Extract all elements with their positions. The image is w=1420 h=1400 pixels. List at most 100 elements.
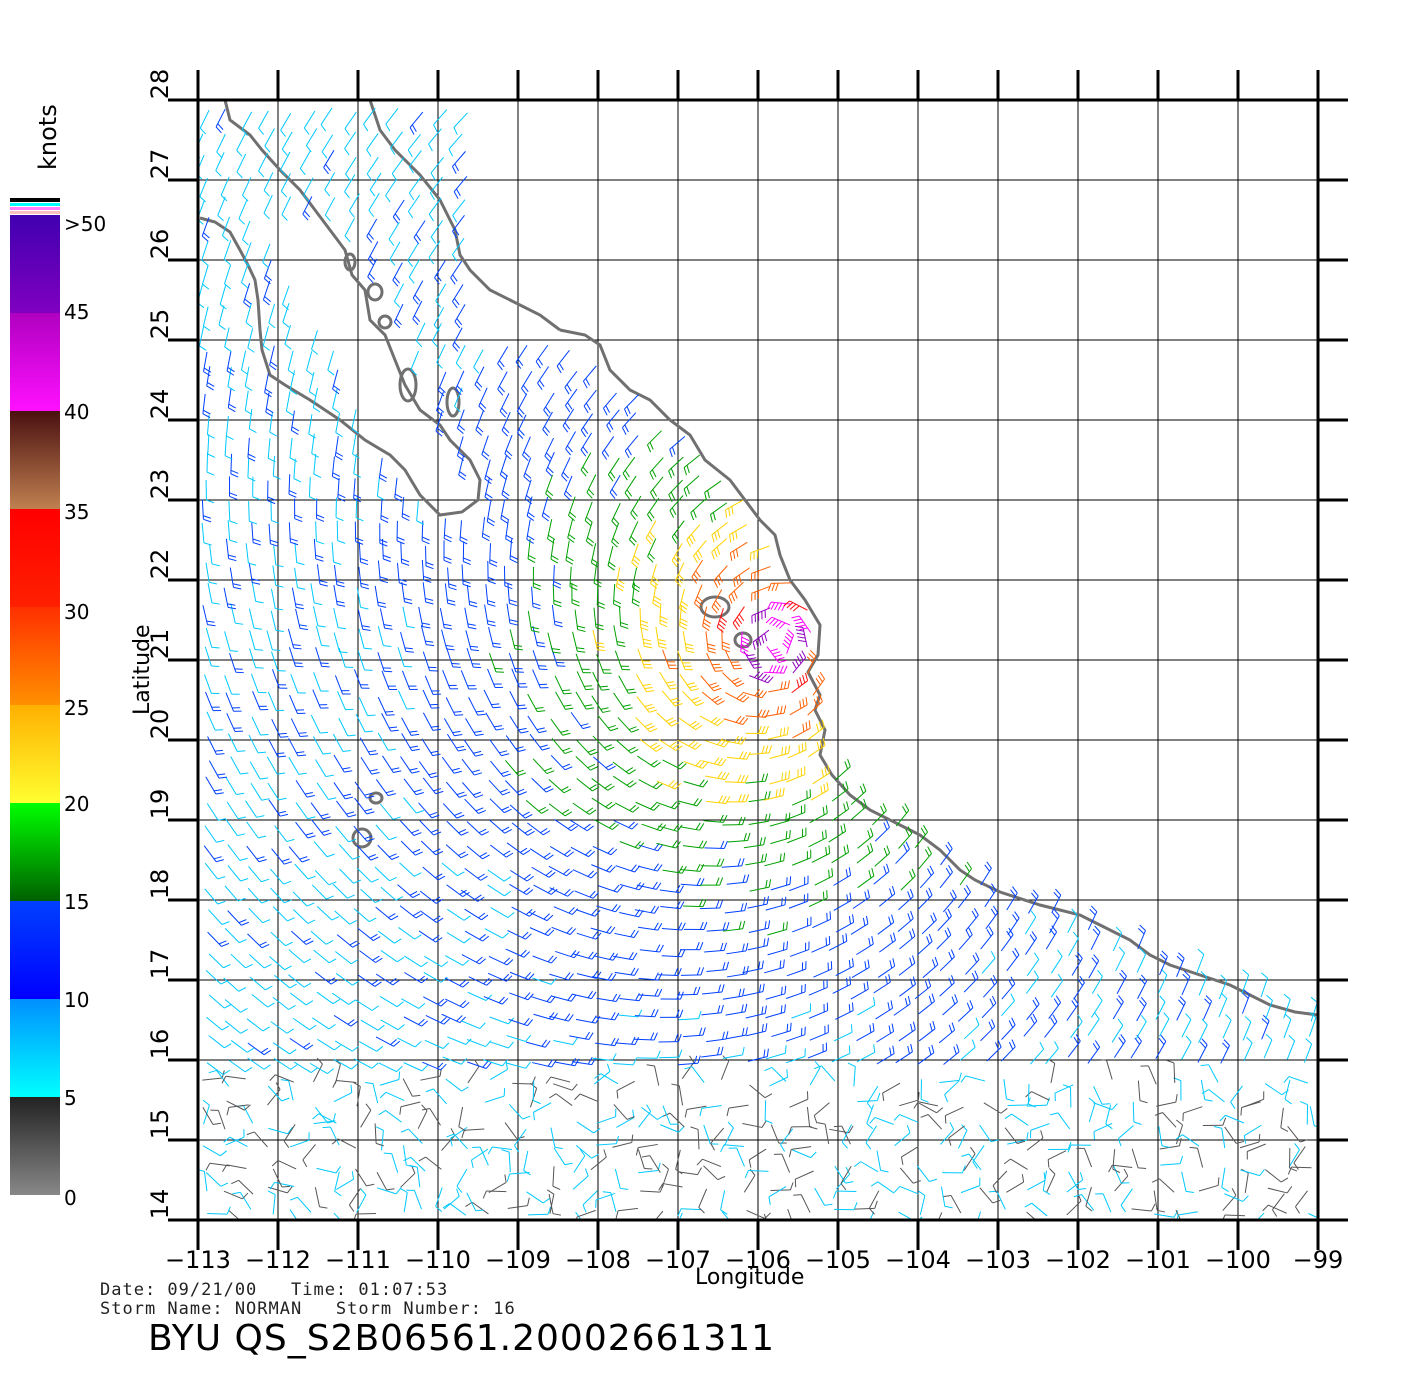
wind-barb-feather xyxy=(342,767,351,770)
wind-barb xyxy=(595,1192,616,1201)
wind-barb xyxy=(611,502,621,522)
wind-barb xyxy=(504,760,519,776)
wind-barb-feather xyxy=(703,622,711,628)
wind-barb xyxy=(866,1085,879,1104)
wind-barb-feather xyxy=(888,916,892,925)
wind-barb-feather xyxy=(198,1169,205,1172)
wind-barb xyxy=(425,1156,442,1170)
wind-barb xyxy=(274,825,288,842)
wind-barb-feather xyxy=(456,318,463,326)
baja-east-coastline xyxy=(368,99,561,332)
wind-barb-feather xyxy=(616,1090,619,1099)
wind-barb xyxy=(248,608,255,629)
wind-barb xyxy=(248,562,253,583)
wind-barb xyxy=(245,800,257,818)
wind-barb xyxy=(1286,1040,1296,1060)
wind-barb xyxy=(424,1039,444,1049)
wind-barb-feather xyxy=(586,825,594,832)
wind-barb-feather xyxy=(545,493,552,500)
wind-barb-feather xyxy=(418,975,426,982)
wind-barb-feather xyxy=(307,875,316,880)
wind-barb-feather xyxy=(647,514,653,522)
wind-barb-feather xyxy=(1118,946,1125,954)
wind-barb-feather xyxy=(720,1144,725,1153)
wind-barb-feather xyxy=(1261,972,1268,979)
wind-barb xyxy=(899,1186,919,1195)
wind-barb-feather xyxy=(690,512,695,521)
wind-barb-feather xyxy=(499,385,505,393)
wind-barb xyxy=(860,1161,879,1173)
wind-barb-feather xyxy=(394,493,403,499)
wind-barb xyxy=(767,929,787,936)
wind-barb xyxy=(1112,1149,1116,1170)
wind-barb xyxy=(746,1030,766,1037)
wind-barb-feather xyxy=(403,597,412,601)
wind-barb-feather xyxy=(269,431,278,437)
wind-barb-feather xyxy=(679,621,688,627)
wind-barb-feather xyxy=(925,890,931,898)
wind-barb-feather xyxy=(883,866,887,874)
wind-barb xyxy=(813,1102,830,1117)
wind-barb-feather xyxy=(1139,924,1146,931)
wind-barb-feather xyxy=(608,803,616,810)
wind-barb xyxy=(490,1068,508,1081)
wind-barb xyxy=(702,991,723,995)
wind-barb-feather xyxy=(443,556,452,561)
wind-barb xyxy=(1067,914,1078,933)
wind-barb xyxy=(809,1067,821,1086)
wind-barb xyxy=(533,1102,552,1113)
wind-barb-feather xyxy=(568,515,575,522)
wind-barb-feather xyxy=(217,900,226,905)
wind-barb xyxy=(297,1196,312,1213)
wind-barb-feather xyxy=(846,801,850,810)
wind-barb-feather xyxy=(722,648,731,653)
wind-barb-feather xyxy=(602,1191,611,1194)
wind-barb-feather xyxy=(622,473,628,481)
wind-barb-feather xyxy=(757,690,764,698)
wind-barb xyxy=(767,734,788,740)
wind-barb xyxy=(249,648,257,668)
wind-barb-feather xyxy=(610,1012,616,1020)
wind-barb-feather xyxy=(413,832,422,836)
wind-barb xyxy=(313,606,319,626)
wind-barb xyxy=(809,1032,829,1041)
wind-barb xyxy=(509,992,529,1001)
wind-barb-feather xyxy=(686,682,695,686)
wind-barb-feather xyxy=(237,897,246,902)
wind-barb-feather xyxy=(678,573,685,581)
wind-barb-feather xyxy=(284,861,293,865)
wind-barb-feather xyxy=(746,965,749,974)
wind-barb xyxy=(435,283,447,302)
wind-barb xyxy=(335,973,353,986)
wind-barb xyxy=(1243,1124,1262,1137)
wind-barb xyxy=(900,875,916,891)
wind-barb-feather xyxy=(444,534,452,539)
wind-barb-feather xyxy=(864,961,867,970)
wind-barb xyxy=(458,1106,464,1127)
wind-barb-feather xyxy=(691,576,698,584)
wind-barb-feather xyxy=(741,858,745,867)
wind-barb xyxy=(786,811,806,821)
wind-barb-feather xyxy=(774,654,783,658)
wind-barb-feather xyxy=(1242,969,1249,976)
wind-barb-feather xyxy=(779,728,782,737)
wind-barb xyxy=(295,608,301,629)
wind-barb-feather xyxy=(670,468,675,476)
wind-barb-feather xyxy=(776,706,780,715)
wind-barb xyxy=(549,1194,555,1214)
wind-barb-feather xyxy=(526,495,533,501)
wind-barb xyxy=(241,111,253,130)
wind-barb xyxy=(506,1035,526,1042)
wind-barb xyxy=(699,907,720,910)
wind-barb-feather xyxy=(798,639,807,643)
wind-barb-feather xyxy=(607,474,614,482)
wind-barb xyxy=(207,1213,228,1215)
wind-barb xyxy=(410,1156,426,1172)
wind-barb-feather xyxy=(525,1061,531,1069)
wind-barb-feather xyxy=(659,944,664,953)
wind-barb-feather xyxy=(782,642,789,649)
wind-barb xyxy=(725,1011,746,1016)
wind-barb-feather xyxy=(421,977,429,984)
wind-barb xyxy=(400,756,413,774)
wind-barb-feather xyxy=(871,936,874,945)
